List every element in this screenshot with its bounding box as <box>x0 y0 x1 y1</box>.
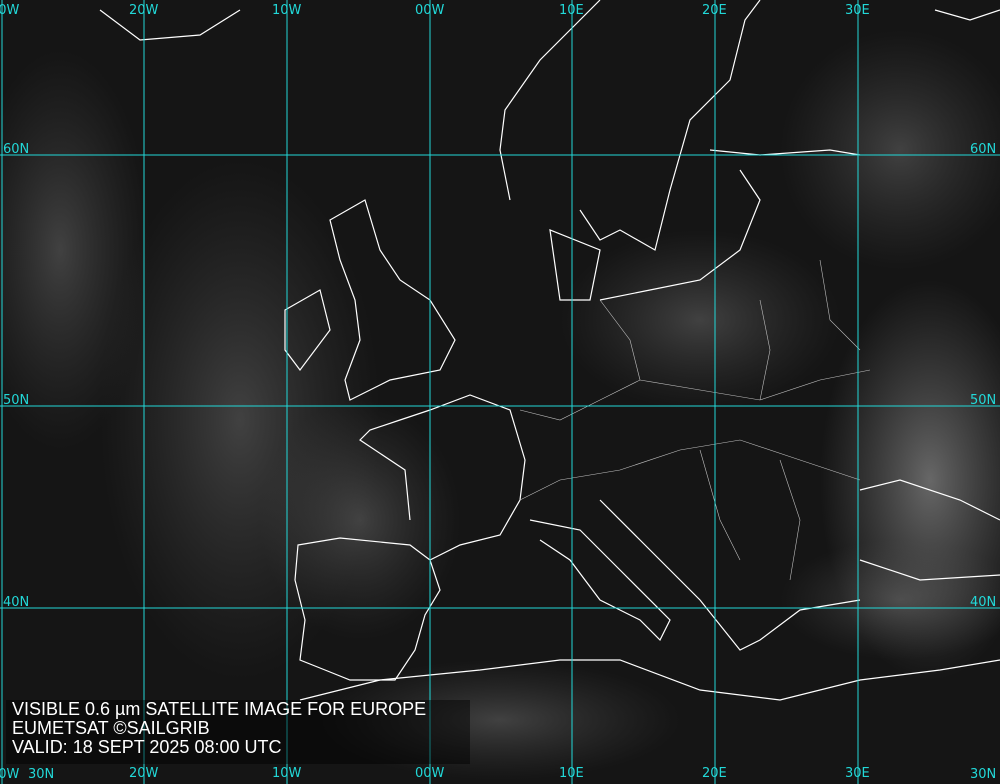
caption-credit: EUMETSAT ©SAILGRIB <box>12 718 210 738</box>
coast-balkans <box>599 499 861 651</box>
lat-label-50n-right: 50N <box>970 393 997 408</box>
cloud-layer <box>0 30 1000 780</box>
lon-label-30w-bottom: 30W <box>0 767 20 782</box>
lon-label-30w-top: 30W <box>0 3 20 18</box>
coast-ireland <box>284 289 331 371</box>
lat-label-30n-left: 30N <box>28 767 55 782</box>
lat-label-40n-right: 40N <box>970 595 997 610</box>
lon-label-00w-bottom: 00W <box>415 766 445 781</box>
coast-britain <box>329 199 456 401</box>
lat-label-60n-left: 60N <box>3 142 30 157</box>
lon-label-10e-bottom: 10E <box>559 766 584 781</box>
coast-france <box>359 394 526 561</box>
lat-label-30n-right: 30N <box>970 767 997 782</box>
lon-label-20w-top: 20W <box>129 3 159 18</box>
lon-label-20w-bottom: 20W <box>129 766 159 781</box>
coast-baltic <box>599 169 761 301</box>
coast-finland <box>709 149 861 156</box>
lon-label-10e-top: 10E <box>559 3 584 18</box>
coast-norway <box>499 0 601 201</box>
coast-denmark <box>549 229 601 301</box>
coast-italy <box>529 519 671 642</box>
lon-label-20e-bottom: 20E <box>702 766 727 781</box>
lon-label-10w-top: 10W <box>272 3 302 18</box>
caption-valid-time: VALID: 18 SEPT 2025 08:00 UTC <box>12 737 282 757</box>
lat-label-50n-left: 50N <box>3 393 30 408</box>
lon-label-30e-top: 30E <box>845 3 870 18</box>
coast-greenland-tip <box>934 9 1000 21</box>
caption-title: VISIBLE 0.6 µm SATELLITE IMAGE FOR EUROP… <box>12 699 427 719</box>
lon-label-10w-bottom: 10W <box>272 766 302 781</box>
coast-sweden <box>579 0 761 251</box>
country-borders <box>519 259 871 581</box>
lon-label-00w-top: 00W <box>415 3 445 18</box>
image-caption: VISIBLE 0.6 µm SATELLITE IMAGE FOR EUROP… <box>6 700 470 764</box>
coast-iberia <box>294 537 441 681</box>
lon-label-30e-bottom: 30E <box>845 766 870 781</box>
lat-label-60n-right: 60N <box>970 142 997 157</box>
coast-blacksea <box>859 479 1000 581</box>
lat-label-40n-left: 40N <box>3 595 30 610</box>
coast-iceland <box>99 9 241 41</box>
lon-label-20e-top: 20E <box>702 3 727 18</box>
